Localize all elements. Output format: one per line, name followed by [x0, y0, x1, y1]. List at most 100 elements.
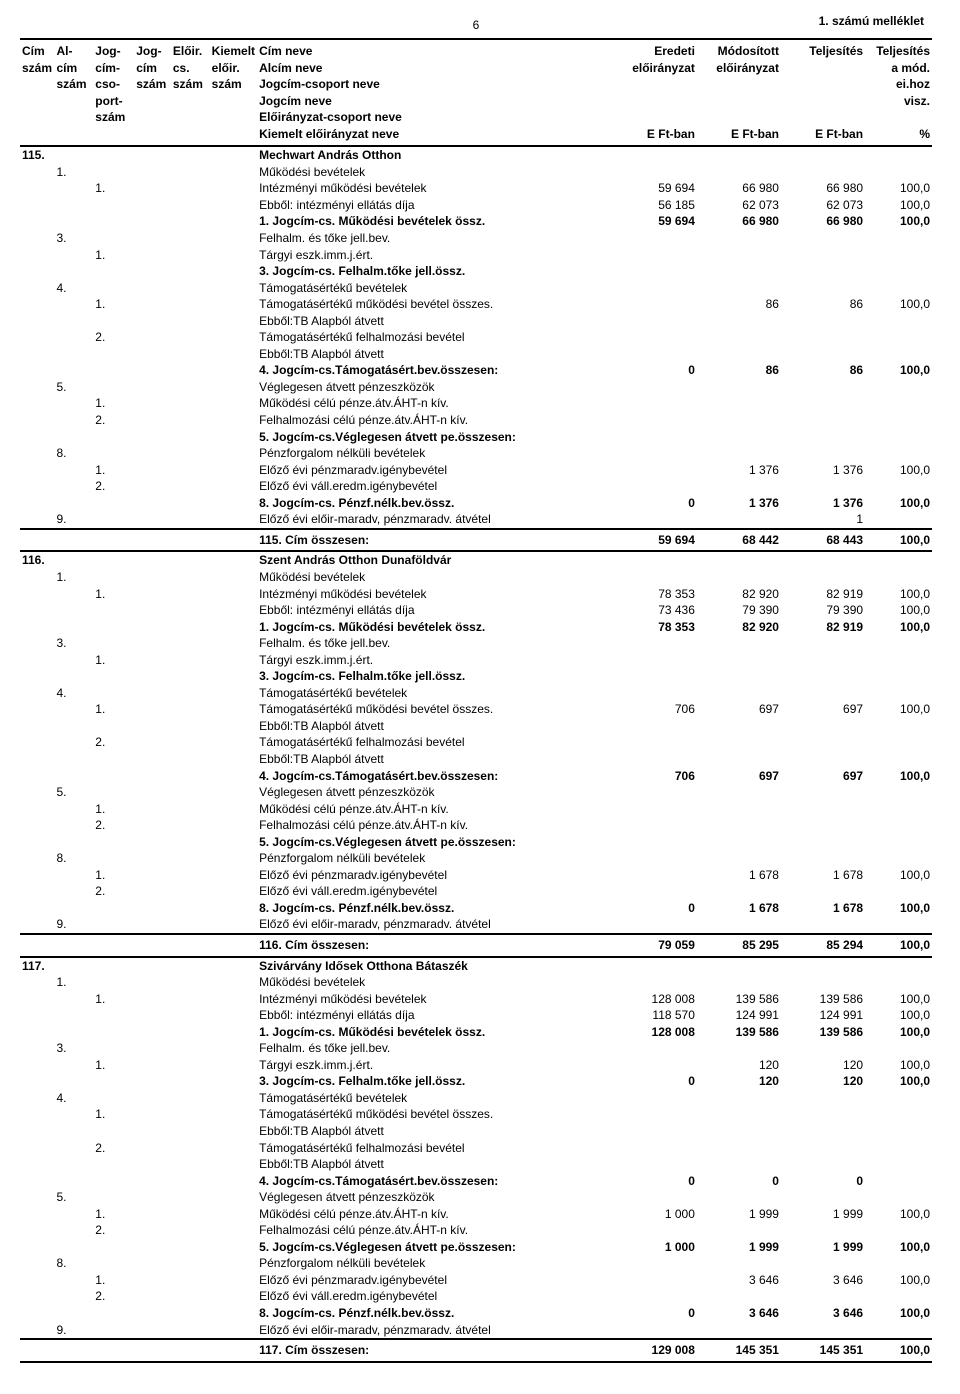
value-cell: 59 694 — [613, 213, 697, 230]
value-cell: 78 353 — [613, 619, 697, 636]
value-cell — [613, 1272, 697, 1289]
value-cell: 120 — [781, 1057, 865, 1074]
indent-cell — [210, 1272, 257, 1289]
indent-cell — [134, 586, 171, 603]
header-cell — [697, 93, 781, 110]
indent-cell — [93, 1322, 134, 1340]
value-cell: 62 073 — [697, 197, 781, 214]
indent-cell — [134, 346, 171, 363]
indent-cell — [20, 1040, 54, 1057]
value-cell: 706 — [613, 768, 697, 785]
indent-cell — [93, 313, 134, 330]
value-cell: 128 008 — [613, 991, 697, 1008]
table-row: 1.Támogatásértékű működési bevétel össze… — [20, 296, 932, 313]
header-cell — [697, 76, 781, 93]
label-cell: 1. Jogcím-cs. Működési bevételek össz. — [257, 1024, 613, 1041]
indent-cell — [210, 652, 257, 669]
label-cell: 117. Cím összesen: — [257, 1339, 613, 1362]
value-cell — [697, 652, 781, 669]
value-cell — [613, 1288, 697, 1305]
indent-cell: 1. — [54, 164, 93, 181]
table-row: Ebből:TB Alapból átvett — [20, 718, 932, 735]
indent-cell — [20, 230, 54, 247]
table-row: 1. Jogcím-cs. Működési bevételek össz.59… — [20, 213, 932, 230]
value-cell: 124 991 — [781, 1007, 865, 1024]
value-cell: 1 — [781, 511, 865, 529]
indent-cell — [210, 164, 257, 181]
value-cell — [697, 247, 781, 264]
value-cell — [613, 412, 697, 429]
indent-cell: 1. — [93, 1206, 134, 1223]
table-row: 1.Támogatásértékű működési bevétel össze… — [20, 1106, 932, 1123]
table-row: 5. Jogcím-cs.Véglegesen átvett pe.összes… — [20, 429, 932, 446]
value-cell: 1 376 — [697, 495, 781, 512]
indent-cell — [20, 495, 54, 512]
indent-cell — [93, 147, 134, 164]
value-cell — [781, 346, 865, 363]
header-cell: szám — [134, 76, 171, 93]
indent-cell — [20, 734, 54, 751]
header-cell: port- — [93, 93, 134, 110]
value-cell — [865, 1106, 932, 1123]
indent-cell — [20, 1106, 54, 1123]
header-cell: Kiemelt előirányzat neve — [257, 126, 613, 143]
header-cell — [865, 109, 932, 126]
value-cell — [781, 1222, 865, 1239]
label-cell: Mechwart András Otthon — [257, 147, 613, 164]
value-cell — [865, 1322, 932, 1340]
value-cell: 66 980 — [697, 213, 781, 230]
label-cell: Támogatásértékű bevételek — [257, 1090, 613, 1107]
indent-cell — [171, 429, 210, 446]
value-cell — [865, 784, 932, 801]
value-cell — [697, 511, 781, 529]
table-row: 1.Intézményi működési bevételek128 00813… — [20, 991, 932, 1008]
indent-cell — [210, 1024, 257, 1041]
page-number: 6 — [20, 18, 932, 32]
table-row: 1. Működési bevételek — [20, 164, 932, 181]
label-cell: Működési bevételek — [257, 164, 613, 181]
indent-cell — [171, 1140, 210, 1157]
label-cell: Működési célú pénze.átv.ÁHT-n kív. — [257, 1206, 613, 1223]
value-cell — [697, 801, 781, 818]
indent-cell — [210, 1173, 257, 1190]
value-cell: 66 980 — [697, 180, 781, 197]
indent-cell — [93, 900, 134, 917]
value-cell — [613, 329, 697, 346]
header-cell — [697, 109, 781, 126]
indent-cell — [93, 619, 134, 636]
value-cell: 129 008 — [613, 1339, 697, 1362]
indent-cell: 4. — [54, 685, 93, 702]
indent-cell — [134, 395, 171, 412]
indent-cell — [171, 1073, 210, 1090]
label-cell: Ebből:TB Alapból átvett — [257, 1123, 613, 1140]
header-cell: előir. — [210, 60, 257, 77]
value-cell — [697, 635, 781, 652]
value-cell — [697, 685, 781, 702]
value-cell — [697, 313, 781, 330]
header-cell — [20, 93, 54, 110]
table-row: 9.Előző évi előir-maradv, pénzmaradv. át… — [20, 1322, 932, 1340]
indent-cell — [210, 495, 257, 512]
value-cell: 100,0 — [865, 991, 932, 1008]
value-cell — [781, 974, 865, 991]
indent-cell — [171, 701, 210, 718]
value-cell — [613, 395, 697, 412]
indent-cell: 1. — [93, 462, 134, 479]
value-cell — [697, 734, 781, 751]
table-row: 8.Pénzforgalom nélküli bevételek — [20, 1255, 932, 1272]
indent-cell — [134, 751, 171, 768]
indent-cell — [93, 379, 134, 396]
indent-cell — [210, 147, 257, 164]
value-cell: 139 586 — [697, 1024, 781, 1041]
value-cell: 0 — [613, 495, 697, 512]
value-cell: 139 586 — [697, 991, 781, 1008]
header-cell: szám — [210, 76, 257, 93]
indent-cell — [54, 1239, 93, 1256]
table-row: 8. Jogcím-cs. Pénzf.nélk.bev.össz.01 376… — [20, 495, 932, 512]
value-cell — [697, 1123, 781, 1140]
indent-cell — [54, 478, 93, 495]
indent-cell — [20, 1239, 54, 1256]
indent-cell — [20, 834, 54, 851]
value-cell — [781, 1040, 865, 1057]
header-cell — [613, 93, 697, 110]
